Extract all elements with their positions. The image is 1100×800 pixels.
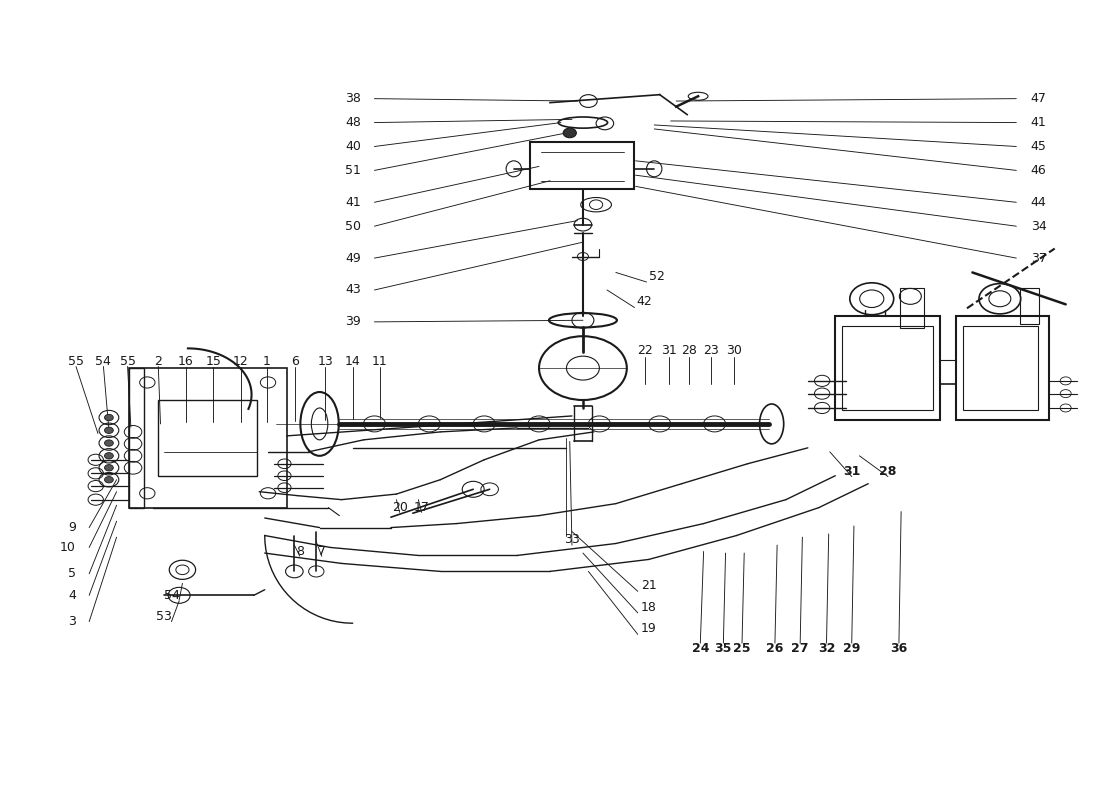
Text: 17: 17 [414, 501, 430, 514]
Text: 11: 11 [372, 355, 388, 368]
Text: 40: 40 [345, 140, 361, 153]
Text: 36: 36 [890, 642, 908, 655]
Text: 16: 16 [178, 355, 194, 368]
Circle shape [104, 427, 113, 434]
Text: 34: 34 [1031, 220, 1046, 233]
Text: 2: 2 [154, 355, 162, 368]
Text: 23: 23 [703, 344, 719, 357]
Circle shape [104, 453, 113, 459]
Text: 19: 19 [641, 622, 657, 635]
Text: 4: 4 [68, 589, 76, 602]
Text: 55: 55 [68, 355, 84, 368]
Text: 29: 29 [843, 642, 860, 655]
Text: 44: 44 [1031, 196, 1046, 209]
Text: 33: 33 [564, 533, 580, 546]
Text: 22: 22 [638, 344, 653, 357]
Text: 51: 51 [345, 164, 361, 177]
Bar [129, 368, 144, 508]
Text: 32: 32 [817, 642, 835, 655]
Text: 31: 31 [843, 466, 860, 478]
Bar [129, 368, 287, 508]
Text: 52: 52 [649, 270, 664, 283]
Circle shape [104, 414, 113, 421]
Text: 6: 6 [292, 355, 299, 368]
Bar [1020, 288, 1040, 324]
Bar [158, 400, 257, 476]
Text: 5: 5 [68, 567, 76, 580]
Circle shape [104, 440, 113, 446]
Text: 37: 37 [1031, 251, 1046, 265]
Circle shape [104, 465, 113, 471]
Bar [962, 326, 1038, 410]
Bar [530, 142, 635, 189]
Text: 39: 39 [345, 315, 361, 328]
Text: 12: 12 [233, 355, 249, 368]
Text: 28: 28 [879, 466, 896, 478]
Text: 26: 26 [767, 642, 783, 655]
Text: 55: 55 [120, 355, 135, 368]
Text: 38: 38 [345, 92, 361, 105]
Text: 18: 18 [641, 601, 657, 614]
Text: 21: 21 [641, 579, 657, 592]
Text: 42: 42 [637, 295, 652, 309]
Text: 13: 13 [317, 355, 333, 368]
Text: 7: 7 [318, 545, 326, 558]
Text: 45: 45 [1031, 140, 1046, 153]
Text: 41: 41 [1031, 116, 1046, 129]
Text: 46: 46 [1031, 164, 1046, 177]
Text: 49: 49 [345, 251, 361, 265]
Bar [835, 316, 939, 420]
Text: 14: 14 [344, 355, 361, 368]
Text: 25: 25 [734, 642, 751, 655]
Text: 41: 41 [345, 196, 361, 209]
Bar [956, 316, 1049, 420]
Text: 30: 30 [726, 344, 742, 357]
Text: 53: 53 [156, 610, 172, 623]
Text: 8: 8 [296, 545, 304, 558]
Bar [842, 326, 933, 410]
Text: 24: 24 [692, 642, 710, 655]
Text: 20: 20 [392, 501, 408, 514]
Text: 54: 54 [96, 355, 111, 368]
Text: 54: 54 [164, 589, 179, 602]
Text: 50: 50 [345, 220, 361, 233]
Text: 10: 10 [60, 541, 76, 554]
Text: 43: 43 [345, 283, 361, 297]
Text: 1: 1 [263, 355, 271, 368]
Text: 15: 15 [206, 355, 221, 368]
Text: 9: 9 [68, 521, 76, 534]
Text: 48: 48 [345, 116, 361, 129]
Text: 27: 27 [791, 642, 808, 655]
Text: 3: 3 [68, 615, 76, 628]
Circle shape [563, 128, 576, 138]
Circle shape [104, 477, 113, 483]
Text: 35: 35 [715, 642, 732, 655]
Text: 47: 47 [1031, 92, 1046, 105]
Bar [900, 288, 924, 328]
Text: 28: 28 [681, 344, 697, 357]
Text: 31: 31 [661, 344, 676, 357]
